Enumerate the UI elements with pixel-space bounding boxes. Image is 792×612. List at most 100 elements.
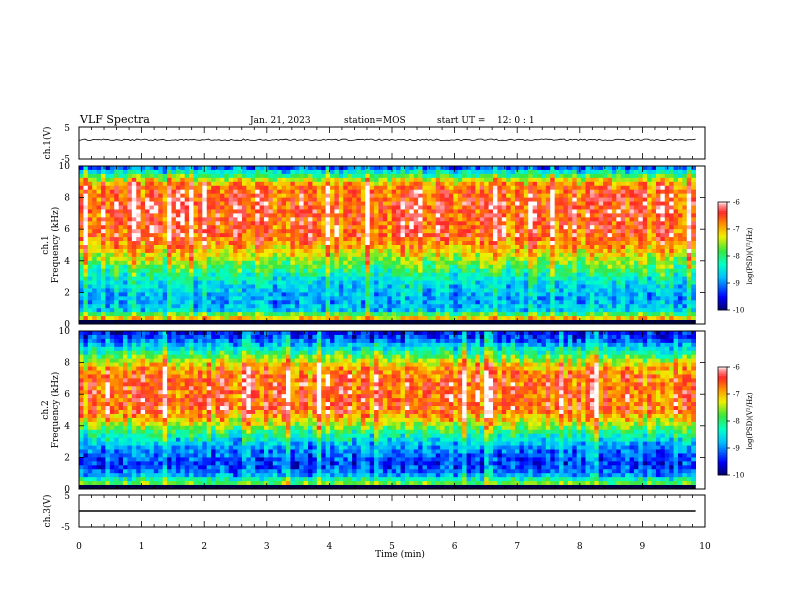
spectrogram-cell — [189, 197, 194, 202]
spectrogram-cell — [250, 166, 256, 171]
spectrogram-cell — [123, 268, 128, 274]
spectrogram-cell — [330, 304, 335, 309]
spectrogram-cell — [87, 308, 93, 313]
spectrogram-cell — [136, 252, 142, 258]
spectrogram-cell — [250, 292, 256, 297]
spectrogram-cell — [510, 201, 516, 206]
spectrogram-cell — [400, 256, 406, 262]
spectrogram-cell — [290, 260, 296, 266]
spectrogram-cell — [250, 209, 256, 214]
spectrogram-cell — [413, 268, 419, 274]
spectrogram-cell — [347, 280, 353, 285]
spectrogram-cell — [528, 245, 534, 250]
spectrogram-cell — [581, 185, 586, 191]
spectrogram-cell — [290, 233, 296, 238]
spectrogram-cell — [153, 308, 159, 313]
spectrogram-cell — [180, 284, 186, 289]
spectrogram-cell — [422, 221, 428, 226]
spectrogram-cell — [567, 221, 573, 226]
spectrogram-cell — [149, 229, 155, 234]
spectrogram-cell — [453, 217, 459, 222]
spectrogram-cell — [554, 233, 560, 238]
spectrogram-cell — [435, 268, 441, 274]
spectrogram-cell — [360, 292, 366, 297]
spectrogram-cell — [435, 169, 441, 175]
spectrogram-cell — [321, 205, 327, 210]
spectrogram-cell — [528, 296, 534, 301]
spectrogram-cell — [356, 166, 362, 171]
spectrogram-cell — [215, 173, 221, 179]
spectrogram-cell — [515, 197, 520, 202]
spectrogram-cell — [360, 284, 366, 289]
spectrogram-cell — [224, 225, 230, 230]
spectrogram-cell — [308, 221, 313, 226]
spectrogram-cell — [603, 245, 608, 250]
spectrogram-cell — [299, 237, 305, 242]
spectrogram-cell — [519, 312, 525, 317]
spectrogram-cell — [246, 296, 252, 301]
spectrogram-cell — [184, 308, 190, 313]
spectrogram-cell — [101, 205, 106, 210]
spectrogram-cell — [563, 166, 569, 171]
spectrogram-cell — [83, 177, 89, 183]
spectrogram-cell — [145, 272, 150, 277]
spectrogram-cell — [431, 296, 437, 301]
spectrogram-cell — [101, 252, 106, 258]
spectrogram-cell — [255, 213, 260, 218]
spectrogram-cell — [145, 276, 150, 281]
spectrogram-cell — [219, 316, 225, 321]
spectrogram-cell — [316, 181, 322, 187]
spectrogram-cell — [537, 288, 542, 293]
spectrogram-cell — [228, 221, 234, 226]
spectrogram-cell — [510, 272, 516, 277]
spectrogram-cell — [224, 193, 230, 198]
spectrogram-cell — [576, 205, 582, 210]
spectrogram-cell — [470, 245, 476, 250]
spectrogram-cell — [321, 252, 327, 258]
spectrogram-cell — [567, 201, 573, 206]
spectrogram-cell — [167, 276, 172, 281]
spectrogram-cell — [197, 245, 203, 250]
spectrogram-cell — [532, 166, 538, 171]
spectrogram-cell — [541, 221, 547, 226]
spectrogram-cell — [92, 252, 98, 258]
spectrogram-cell — [466, 248, 472, 254]
spectrogram-cell — [374, 304, 379, 309]
spectrogram-cell — [343, 225, 349, 230]
spectrogram-cell — [440, 248, 445, 254]
spectrogram-cell — [272, 185, 278, 191]
spectrogram-cell — [83, 308, 89, 313]
spectrogram-cell — [510, 260, 516, 266]
spectrogram-cell — [127, 280, 133, 285]
spectrogram-cell — [497, 201, 503, 206]
spectrogram-cell — [603, 292, 608, 297]
spectrogram-cell — [127, 304, 133, 309]
spectrogram-cell — [572, 292, 578, 297]
spectrogram-cell — [589, 217, 595, 222]
spectrogram-cell — [202, 225, 208, 230]
spectrogram-cell — [233, 300, 238, 305]
spectrogram-cell — [272, 288, 278, 293]
spectrogram-cell — [396, 189, 401, 195]
spectrogram-cell — [352, 237, 357, 242]
spectrogram-cell — [448, 312, 454, 317]
spectrogram-cell — [228, 213, 234, 218]
spectrogram-cell — [114, 193, 120, 198]
spectrogram-cell — [537, 209, 542, 214]
spectrogram-cell — [241, 237, 247, 242]
spectrogram-cell — [330, 181, 335, 187]
spectrogram-cell — [501, 201, 507, 206]
spectrogram-cell — [277, 260, 282, 266]
spectrogram-cell — [537, 166, 542, 171]
spectrogram-cell — [131, 201, 137, 206]
spectrogram-cell — [515, 292, 520, 297]
spectrogram-cell — [211, 213, 216, 218]
spectrogram-cell — [537, 193, 542, 198]
spectrogram-cell — [347, 201, 353, 206]
spectrogram-cell — [114, 189, 120, 195]
spectrogram-cell — [576, 316, 582, 321]
spectrogram-cell — [378, 248, 384, 254]
spectrogram-cell — [180, 292, 186, 297]
spectrogram-cell — [391, 284, 397, 289]
spectrogram-cell — [153, 280, 159, 285]
